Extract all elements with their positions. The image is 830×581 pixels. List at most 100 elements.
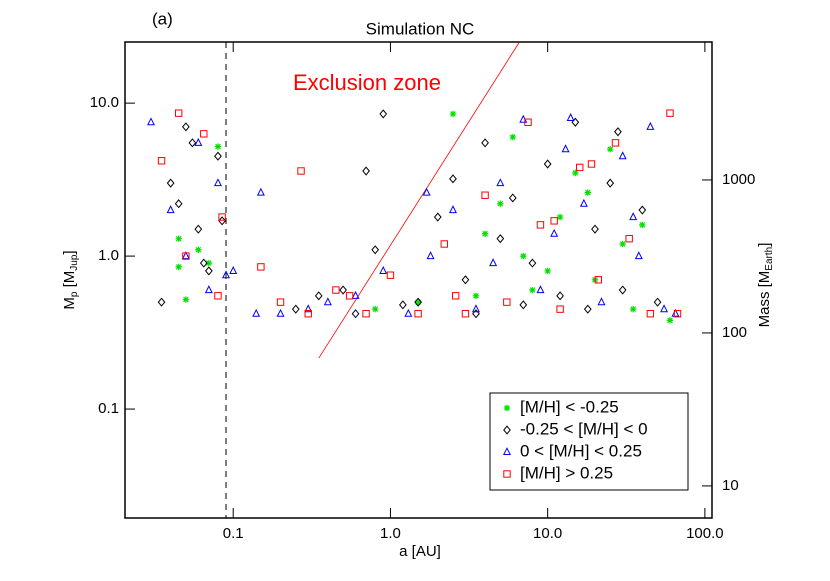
x-axis-label: a [AU] (399, 543, 441, 560)
point (332, 286, 340, 294)
point (471, 304, 480, 313)
y-label-sub: Jup (69, 254, 80, 271)
point (175, 235, 182, 242)
point (181, 251, 190, 260)
point (625, 234, 633, 243)
point (634, 251, 643, 260)
point (174, 199, 183, 209)
point (291, 304, 300, 314)
point (276, 308, 285, 317)
point (461, 275, 470, 285)
point (481, 230, 489, 237)
point (174, 109, 183, 117)
y-label-sub: p (69, 291, 80, 297)
point (175, 263, 182, 271)
point (252, 308, 261, 317)
point (362, 166, 370, 176)
point (371, 245, 380, 255)
y2-label-sub: Earth (764, 247, 775, 271)
point (524, 118, 532, 126)
point (257, 263, 265, 271)
point (229, 266, 238, 274)
point (481, 138, 489, 148)
point (166, 178, 175, 188)
legend-marker (503, 404, 511, 412)
point (536, 221, 545, 229)
y-label-text: [M (61, 271, 78, 292)
point (666, 317, 674, 324)
series (157, 109, 662, 319)
x-tick-label: 100.0 (686, 525, 724, 542)
point (666, 109, 674, 117)
point (529, 286, 536, 294)
point (297, 167, 305, 175)
point (214, 151, 222, 161)
point (440, 240, 448, 248)
point (371, 305, 379, 313)
point (572, 169, 579, 177)
point (218, 216, 226, 226)
point (218, 213, 226, 221)
series (175, 110, 674, 324)
point (214, 292, 222, 300)
point (618, 285, 627, 295)
point (619, 240, 626, 248)
y-label-text: M (61, 297, 78, 310)
point (200, 130, 208, 138)
point (194, 137, 203, 146)
point (146, 117, 156, 126)
y2-axis-label: Mass [MEarth] (756, 243, 775, 328)
point (379, 266, 388, 274)
point (182, 296, 190, 303)
y-axis-label: Mp [MJup] (61, 250, 80, 309)
point (653, 297, 662, 307)
x-tick-label: 0.1 (223, 525, 244, 542)
y2-tick-label: 1000 (722, 171, 755, 188)
point (591, 224, 599, 234)
point (550, 217, 558, 225)
point (449, 174, 457, 184)
chart-title: Simulation NC (366, 19, 475, 38)
series (157, 109, 682, 318)
point (276, 298, 285, 306)
point (646, 310, 655, 318)
point (351, 309, 360, 319)
point (256, 187, 265, 196)
point (404, 308, 413, 317)
legend-marker (502, 447, 512, 456)
point (508, 193, 517, 203)
point (195, 246, 202, 253)
point (481, 191, 489, 199)
point (182, 252, 190, 260)
point (576, 163, 584, 172)
point (205, 259, 213, 267)
legend-label: [M/H] > 0.25 (520, 463, 613, 482)
x-tick-label: 1.0 (380, 525, 401, 542)
point (213, 178, 222, 187)
legend-label: 0 < [M/H] < 0.25 (520, 441, 642, 460)
point (204, 266, 213, 276)
y-tick-label: 1.0 (98, 247, 119, 264)
y2-label-text: Mass [M (756, 271, 773, 328)
point (386, 271, 395, 279)
point (528, 258, 537, 268)
point (314, 291, 323, 301)
y-tick-label: 10.0 (90, 94, 119, 111)
point (607, 145, 614, 153)
point (556, 213, 564, 221)
point (222, 270, 231, 279)
point (422, 187, 431, 196)
plot-frame (124, 41, 713, 519)
point (584, 189, 591, 196)
point (204, 285, 213, 294)
point (509, 133, 516, 141)
point (566, 113, 575, 122)
point (166, 205, 175, 214)
point (157, 297, 166, 307)
point (379, 109, 388, 119)
point (496, 178, 505, 187)
y2-label-text: ] (756, 243, 773, 247)
panel-label: (a) (152, 9, 173, 28)
x-tick-label: 10.0 (533, 525, 562, 542)
